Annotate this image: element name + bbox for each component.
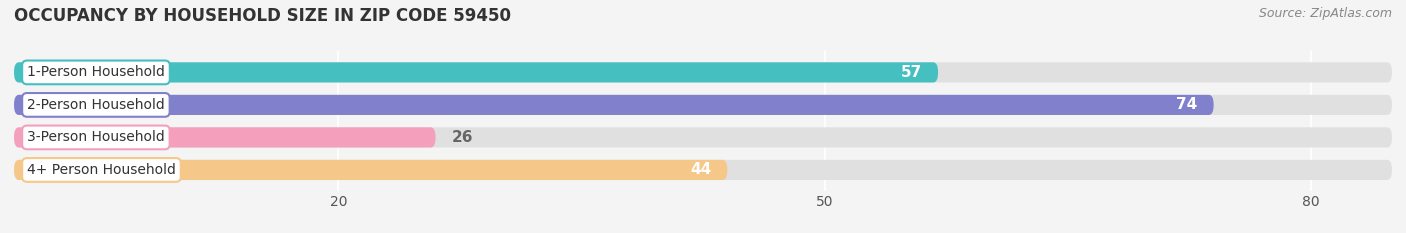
Text: OCCUPANCY BY HOUSEHOLD SIZE IN ZIP CODE 59450: OCCUPANCY BY HOUSEHOLD SIZE IN ZIP CODE …	[14, 7, 510, 25]
FancyBboxPatch shape	[14, 127, 436, 147]
FancyBboxPatch shape	[14, 62, 938, 82]
Text: 3-Person Household: 3-Person Household	[27, 130, 165, 144]
Text: 57: 57	[901, 65, 922, 80]
FancyBboxPatch shape	[14, 160, 1392, 180]
Text: 1-Person Household: 1-Person Household	[27, 65, 165, 79]
Text: 26: 26	[451, 130, 474, 145]
Text: 44: 44	[690, 162, 711, 177]
FancyBboxPatch shape	[14, 95, 1392, 115]
FancyBboxPatch shape	[14, 95, 1213, 115]
Text: 2-Person Household: 2-Person Household	[27, 98, 165, 112]
FancyBboxPatch shape	[14, 127, 1392, 147]
Text: 4+ Person Household: 4+ Person Household	[27, 163, 176, 177]
Text: Source: ZipAtlas.com: Source: ZipAtlas.com	[1258, 7, 1392, 20]
Text: 74: 74	[1177, 97, 1198, 112]
FancyBboxPatch shape	[14, 160, 727, 180]
FancyBboxPatch shape	[14, 62, 1392, 82]
